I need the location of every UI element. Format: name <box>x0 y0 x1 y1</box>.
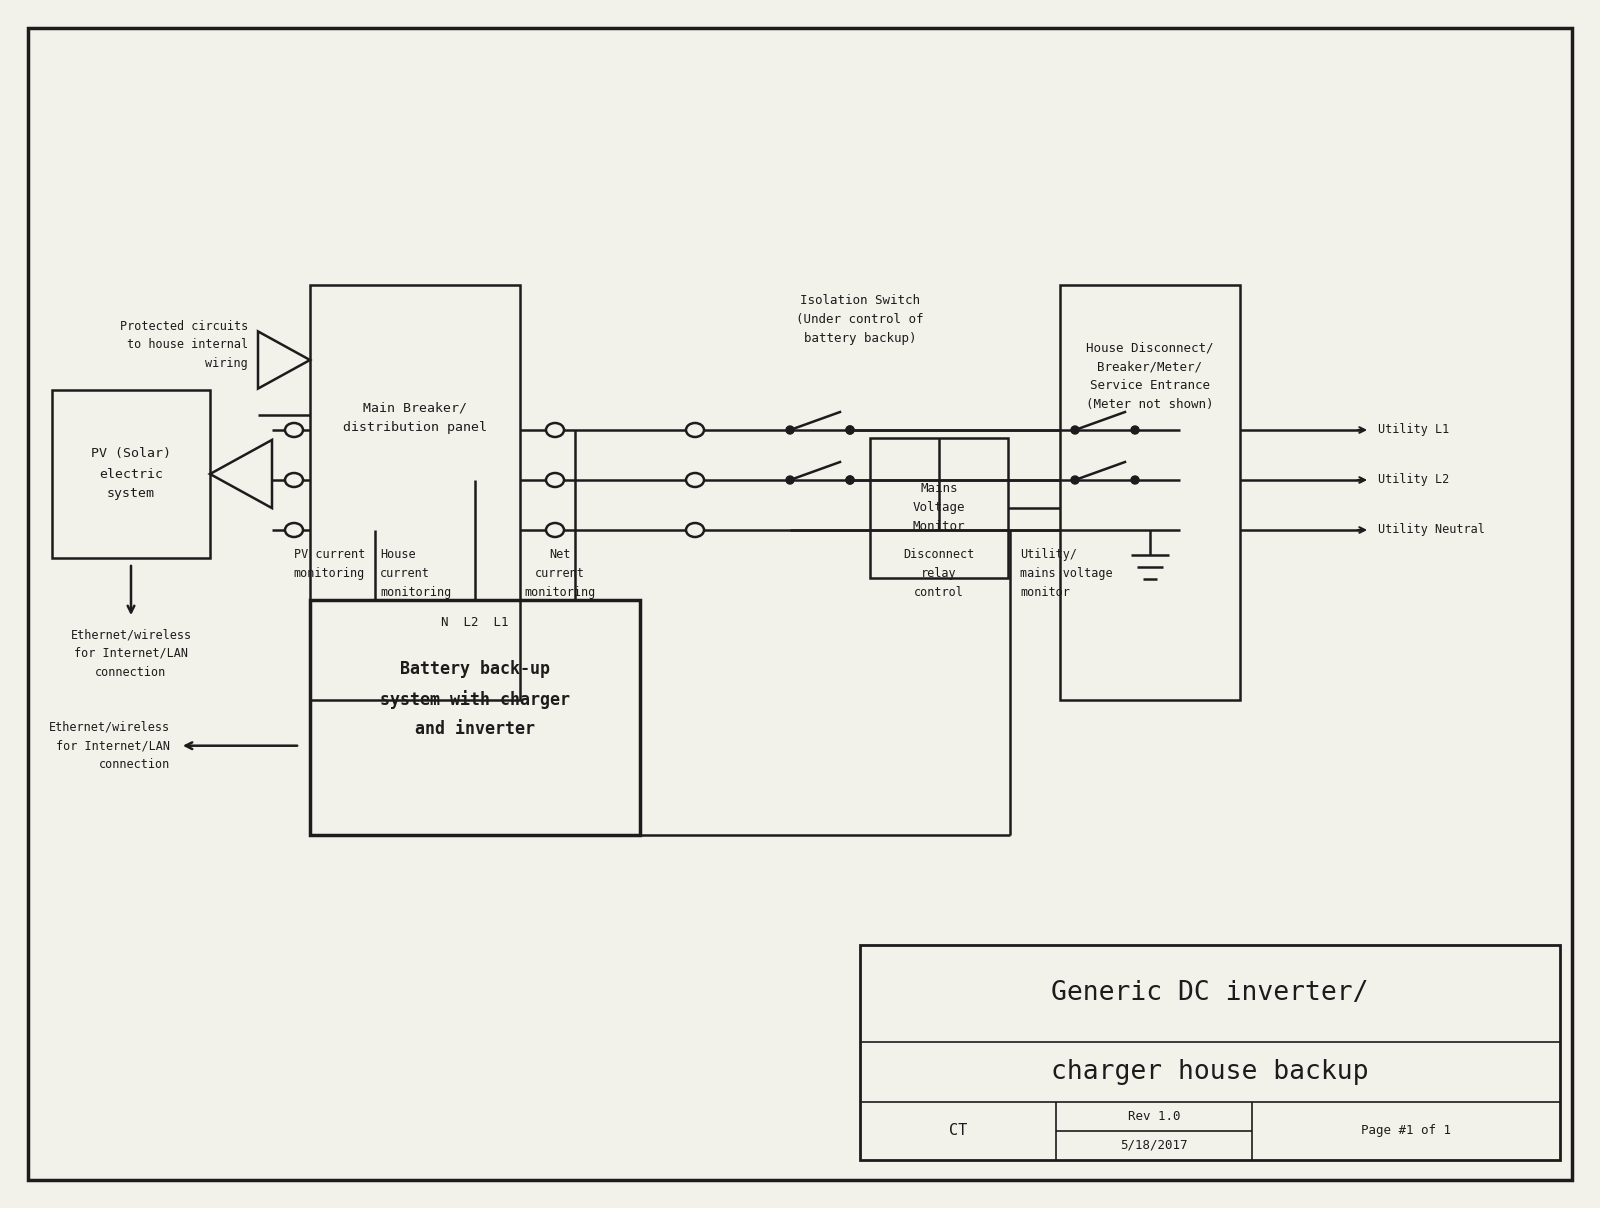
Circle shape <box>786 426 794 434</box>
Circle shape <box>1070 476 1078 484</box>
Text: Main Breaker/
distribution panel: Main Breaker/ distribution panel <box>342 401 486 435</box>
Text: Utility L1: Utility L1 <box>1378 424 1450 436</box>
Circle shape <box>786 476 794 484</box>
Text: Battery back-up
system with charger
and inverter: Battery back-up system with charger and … <box>381 660 570 738</box>
Text: Utility L2: Utility L2 <box>1378 474 1450 487</box>
Text: Rev 1.0: Rev 1.0 <box>1128 1110 1181 1123</box>
Text: 5/18/2017: 5/18/2017 <box>1120 1139 1187 1152</box>
Text: Disconnect
relay
control: Disconnect relay control <box>904 548 974 599</box>
Text: Isolation Switch
(Under control of
battery backup): Isolation Switch (Under control of batte… <box>797 294 923 345</box>
Text: Utility/
mains voltage
monitor: Utility/ mains voltage monitor <box>1021 548 1112 599</box>
Text: House
current
monitoring: House current monitoring <box>381 548 451 599</box>
Circle shape <box>846 426 854 434</box>
Text: House Disconnect/
Breaker/Meter/
Service Entrance
(Meter not shown): House Disconnect/ Breaker/Meter/ Service… <box>1086 342 1214 411</box>
Text: PV current
monitoring: PV current monitoring <box>294 548 365 580</box>
Circle shape <box>1131 476 1139 484</box>
Text: Net
current
monitoring: Net current monitoring <box>525 548 595 599</box>
Text: Generic DC inverter/: Generic DC inverter/ <box>1051 981 1368 1006</box>
Text: Ethernet/wireless
for Internet/LAN
connection: Ethernet/wireless for Internet/LAN conne… <box>50 720 170 771</box>
Circle shape <box>846 426 854 434</box>
Text: Mains
Voltage
Monitor: Mains Voltage Monitor <box>912 482 965 534</box>
Text: N  L2  L1: N L2 L1 <box>442 616 509 628</box>
Text: Protected circuits
to house internal
wiring: Protected circuits to house internal wir… <box>120 319 248 371</box>
Text: PV (Solar)
electric
system: PV (Solar) electric system <box>91 447 171 500</box>
Circle shape <box>1070 426 1078 434</box>
Circle shape <box>1131 426 1139 434</box>
Text: Ethernet/wireless
for Internet/LAN
connection: Ethernet/wireless for Internet/LAN conne… <box>70 628 192 679</box>
Text: Utility Neutral: Utility Neutral <box>1378 523 1485 536</box>
Circle shape <box>846 476 854 484</box>
Circle shape <box>846 476 854 484</box>
Text: CT: CT <box>949 1123 966 1138</box>
Text: Page #1 of 1: Page #1 of 1 <box>1362 1125 1451 1138</box>
Text: charger house backup: charger house backup <box>1051 1059 1368 1085</box>
